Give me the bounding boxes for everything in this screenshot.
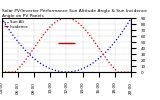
Legend: Sun Alt, Incidence: Sun Alt, Incidence: [4, 20, 29, 29]
Text: Solar PV/Inverter Performance Sun Altitude Angle & Sun Incidence Angle on PV Pan: Solar PV/Inverter Performance Sun Altitu…: [2, 9, 147, 18]
